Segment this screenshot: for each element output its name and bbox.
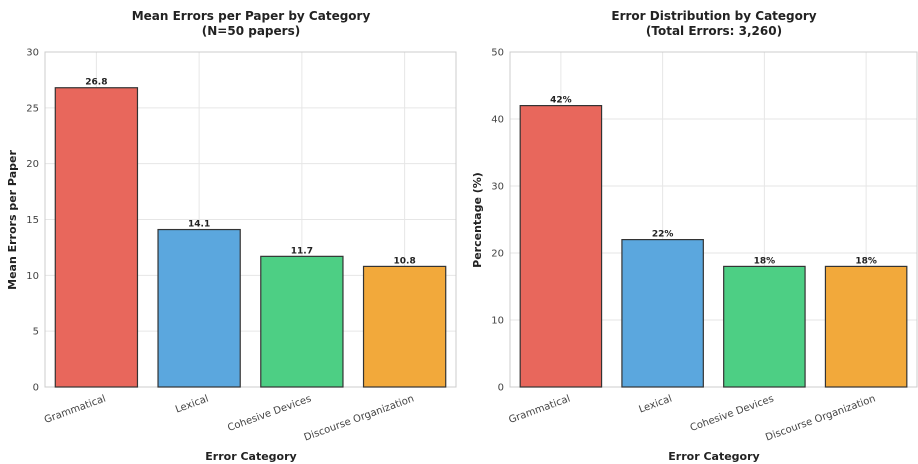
x-tick-label: Grammatical: [507, 393, 572, 425]
x-tick-label: Cohesive Devices: [689, 393, 776, 434]
x-tick-label: Cohesive Devices: [226, 393, 313, 434]
x-ticks: Grammatical Lexical Cohesive DevicesDiscou…: [43, 393, 416, 443]
x-tick-label: Lexical: [637, 393, 673, 415]
y-tick-label: 25: [26, 103, 39, 114]
x-ticks: Grammatical Lexical Cohesive DevicesDiscou…: [507, 393, 877, 443]
bar: [362, 265, 447, 388]
y-axis-label: Percentage (%): [471, 172, 484, 268]
x-axis-label: Error Category: [668, 450, 759, 463]
chart-mean-errors: Mean Errors per Paper by Category (N=50 …: [6, 9, 457, 463]
bars: 26.8 14.1 11.7 10.8: [54, 78, 447, 388]
data-label: 10.8: [394, 256, 416, 266]
y-tick-label: 10: [26, 271, 39, 282]
data-label: 22%: [652, 230, 674, 240]
y-tick-label: 50: [491, 48, 504, 59]
plot-area: [509, 51, 918, 388]
y-tick-label: 0: [498, 383, 504, 394]
x-axis-label: Error Category: [205, 450, 296, 463]
y-axis-label: Mean Errors per Paper: [6, 150, 19, 290]
data-label: 42%: [550, 96, 572, 106]
bar: [824, 265, 908, 388]
plot-area: [44, 51, 457, 388]
data-label: 18%: [855, 256, 877, 266]
y-tick-label: 10: [491, 316, 504, 327]
y-tick-label: 20: [491, 249, 504, 260]
y-tick-label: 40: [491, 115, 504, 126]
y-ticks: 0 5 10 15 20 25 30: [26, 48, 39, 394]
data-label: 26.8: [85, 78, 107, 88]
bar: [157, 228, 241, 388]
y-tick-label: 30: [26, 48, 39, 59]
bar: [260, 255, 344, 388]
y-tick-label: 15: [26, 215, 39, 226]
bar: [621, 239, 704, 388]
y-tick-label: 5: [33, 327, 39, 338]
x-tick-label: Grammatical: [43, 393, 108, 425]
chart-title-line-1: Mean Errors per Paper by Category: [132, 9, 371, 23]
bars: 42% 22% 18% 18%: [519, 96, 908, 388]
y-tick-label: 30: [491, 182, 504, 193]
bar: [54, 87, 139, 388]
data-label: 18%: [754, 256, 776, 266]
data-label: 11.7: [291, 246, 313, 256]
data-label: 14.1: [188, 220, 210, 230]
x-tick-label: Discourse Organization: [764, 393, 877, 443]
x-tick-label: Lexical: [174, 393, 210, 415]
y-tick-label: 0: [33, 383, 39, 394]
chart-title-line-2: (N=50 papers): [202, 24, 300, 38]
y-ticks: 0 10 20 30 40 50: [491, 48, 504, 394]
chart-error-distribution: Error Distribution by Category (Total Er…: [471, 9, 918, 463]
bar: [723, 265, 806, 388]
chart-title-line-2: (Total Errors: 3,260): [646, 24, 782, 38]
y-tick-label: 20: [26, 159, 39, 170]
chart-title-line-1: Error Distribution by Category: [611, 9, 816, 23]
bar: [519, 104, 603, 388]
x-tick-label: Discourse Organization: [303, 393, 416, 443]
